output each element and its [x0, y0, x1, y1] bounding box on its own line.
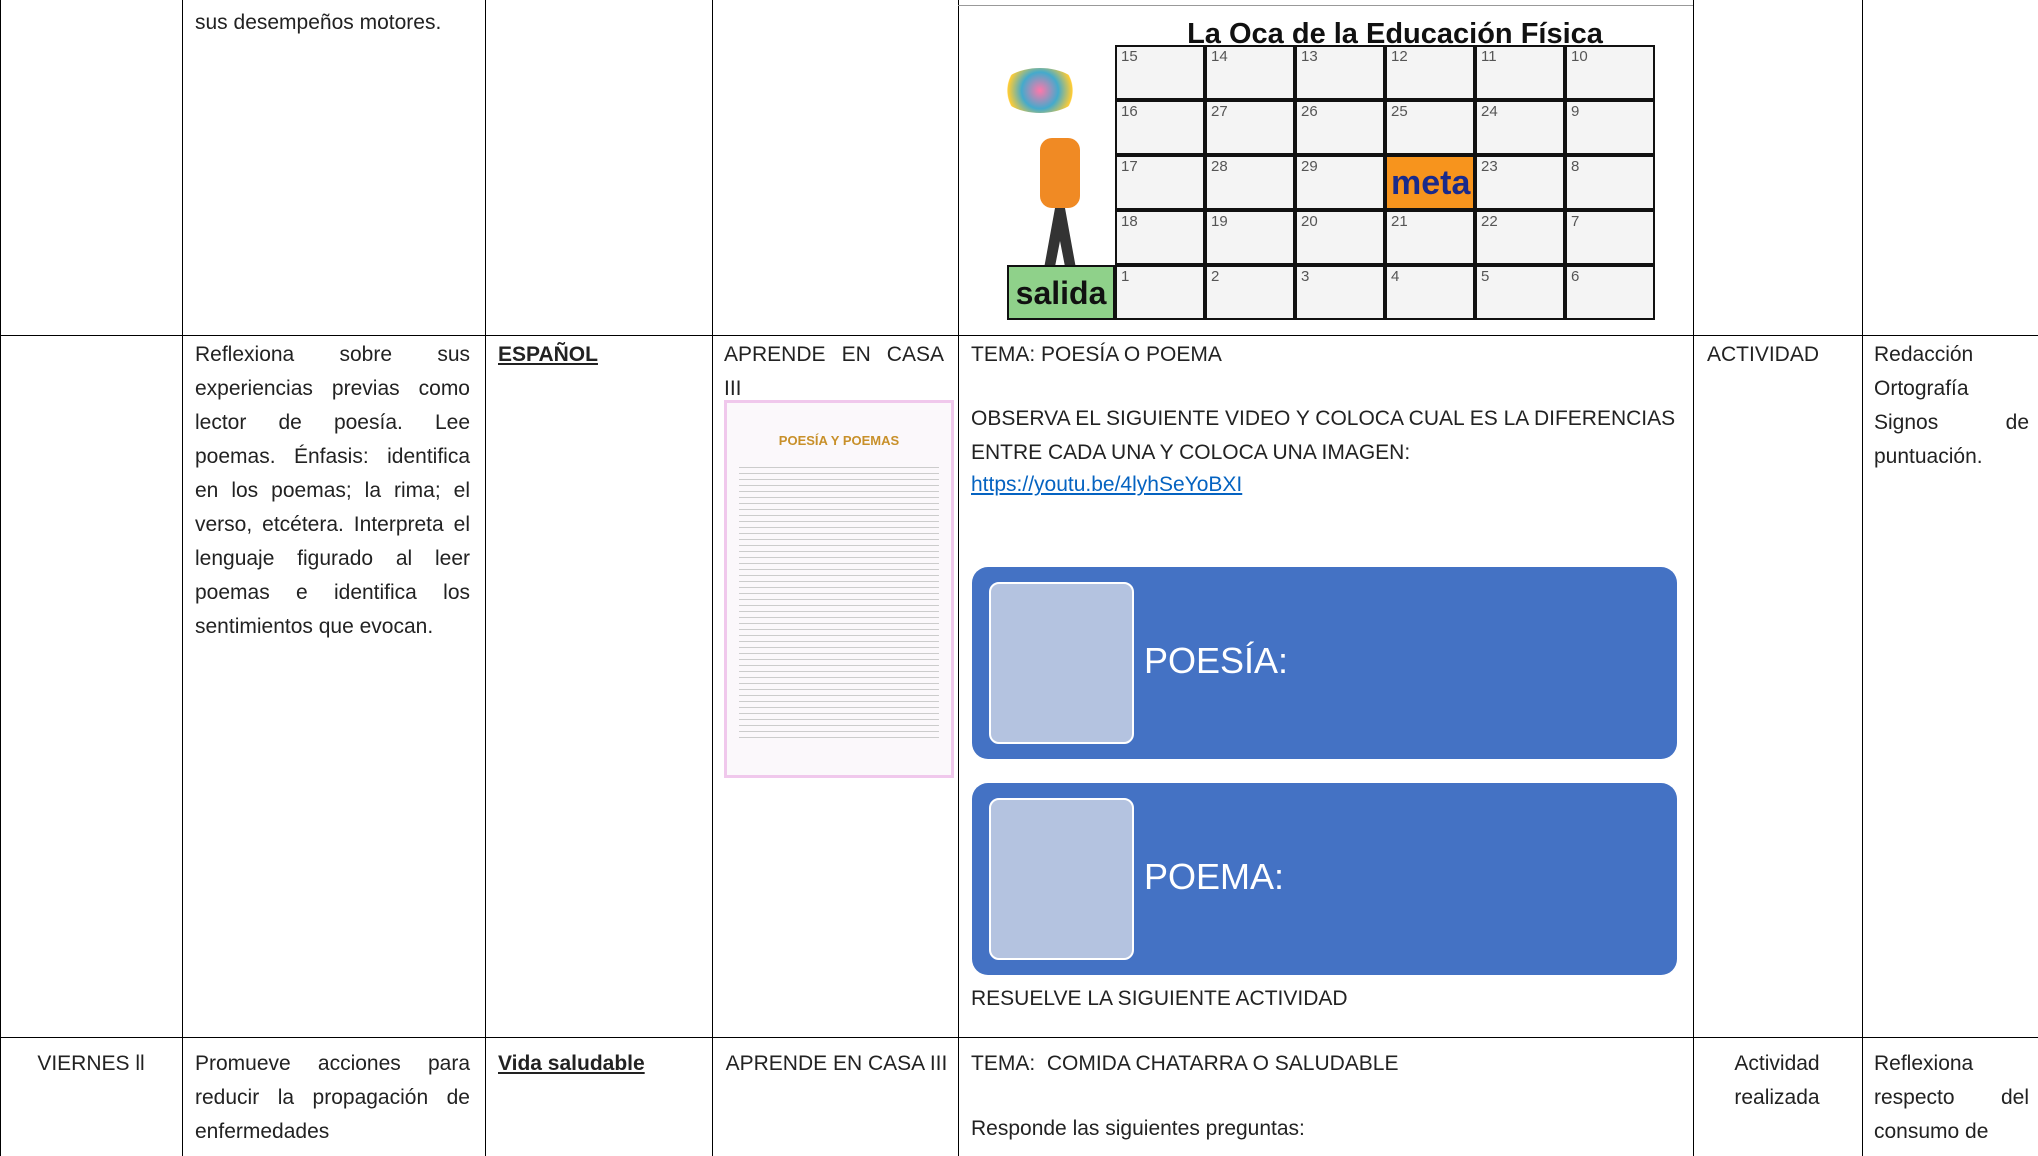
image-placeholder — [989, 798, 1134, 960]
board-cell: 25 — [1385, 100, 1475, 155]
board-cell: 11 — [1475, 45, 1565, 100]
board-cell: 17 — [1115, 155, 1205, 210]
board-cell: 10 — [1565, 45, 1655, 100]
worksheet-title: POESÍA Y POEMAS — [778, 433, 900, 448]
border — [0, 0, 1, 1156]
border — [1862, 0, 1863, 1156]
board-cell: 7 — [1565, 210, 1655, 265]
logo — [1000, 68, 1080, 113]
board-cell: 24 — [1475, 100, 1565, 155]
border — [1693, 0, 1694, 1156]
program: APRENDE EN CASA III — [724, 343, 944, 400]
board-cell: 18 — [1115, 210, 1205, 265]
board-title: La Oca de la Educación Física — [1187, 18, 1603, 50]
board-cell: 26 — [1295, 100, 1385, 155]
board-cell: 29 — [1295, 155, 1385, 210]
board-cell: 21 — [1385, 210, 1475, 265]
border — [0, 335, 2038, 336]
border — [0, 1037, 2038, 1038]
topic: TEMA: COMIDA CHATARRA O SALUDABLE — [971, 1052, 1399, 1075]
board-cell: 1 — [1115, 265, 1205, 320]
program: APRENDE EN CASA III — [725, 1052, 948, 1075]
board-cell: 9 — [1565, 100, 1655, 155]
border — [712, 0, 713, 1156]
board-start: salida — [1007, 265, 1115, 320]
board-cell: 3 — [1295, 265, 1385, 320]
evaluation: Redacción Ortografía Signos de puntuació… — [1874, 343, 2029, 468]
board-cell: 22 — [1475, 210, 1565, 265]
subject: ESPAÑOL — [498, 343, 598, 366]
board-cell: 20 — [1295, 210, 1385, 265]
border — [182, 0, 183, 1156]
subject: Vida saludable — [498, 1052, 645, 1075]
board-cell: 4 — [1385, 265, 1475, 320]
image-placeholder — [989, 582, 1134, 744]
border — [958, 0, 959, 1156]
evaluation: Reflexiona respecto del consumo de — [1874, 1052, 2029, 1143]
board-cell: 15 — [1115, 45, 1205, 100]
diagram-label: POEMA: — [1144, 856, 1285, 897]
border — [485, 0, 486, 1156]
board-image: La Oca de la Educación Física 15 14 13 12 11… — [990, 8, 1680, 328]
board-cell: 23 — [1475, 155, 1565, 210]
board-cell: 27 — [1205, 100, 1295, 155]
board-cell: 19 — [1205, 210, 1295, 265]
closing: RESUELVE LA SIGUIENTE ACTIVIDAD — [971, 987, 1348, 1010]
board-cell: 28 — [1205, 155, 1295, 210]
day: VIERNES ll — [37, 1052, 145, 1075]
board-cell: 12 — [1385, 45, 1475, 100]
board-cell: 14 — [1205, 45, 1295, 100]
board-cell: 13 — [1295, 45, 1385, 100]
board-cell: 16 — [1115, 100, 1205, 155]
learning: Promueve acciones para reducir la propag… — [195, 1052, 470, 1143]
topic: TEMA: POESÍA O POEMA — [971, 343, 1222, 366]
figure — [1040, 138, 1080, 208]
instruction: Responde las siguientes preguntas: — [971, 1117, 1305, 1140]
worksheet-lines — [739, 462, 939, 742]
board-cell: meta — [1385, 155, 1475, 210]
learning: Reflexiona sobre sus experiencias previa… — [195, 343, 470, 638]
video-link[interactable]: https://youtu.be/4lyhSeYoBXI — [971, 473, 1243, 496]
board-cell: 8 — [1565, 155, 1655, 210]
worksheet-image: POESÍA Y POEMAS — [724, 400, 954, 778]
board-cell: 2 — [1205, 265, 1295, 320]
board-cell: 5 — [1475, 265, 1565, 320]
instruction: OBSERVA EL SIGUIENTE VIDEO Y COLOCA CUAL… — [971, 407, 1676, 464]
border — [958, 5, 1693, 6]
evidence: Actividad realizada — [1734, 1052, 1820, 1109]
diagram-label: POESÍA: — [1144, 640, 1289, 681]
evidence: ACTIVIDAD — [1707, 343, 1820, 366]
learning: sus desempeños motores. — [195, 11, 442, 34]
board-cell: 6 — [1565, 265, 1655, 320]
